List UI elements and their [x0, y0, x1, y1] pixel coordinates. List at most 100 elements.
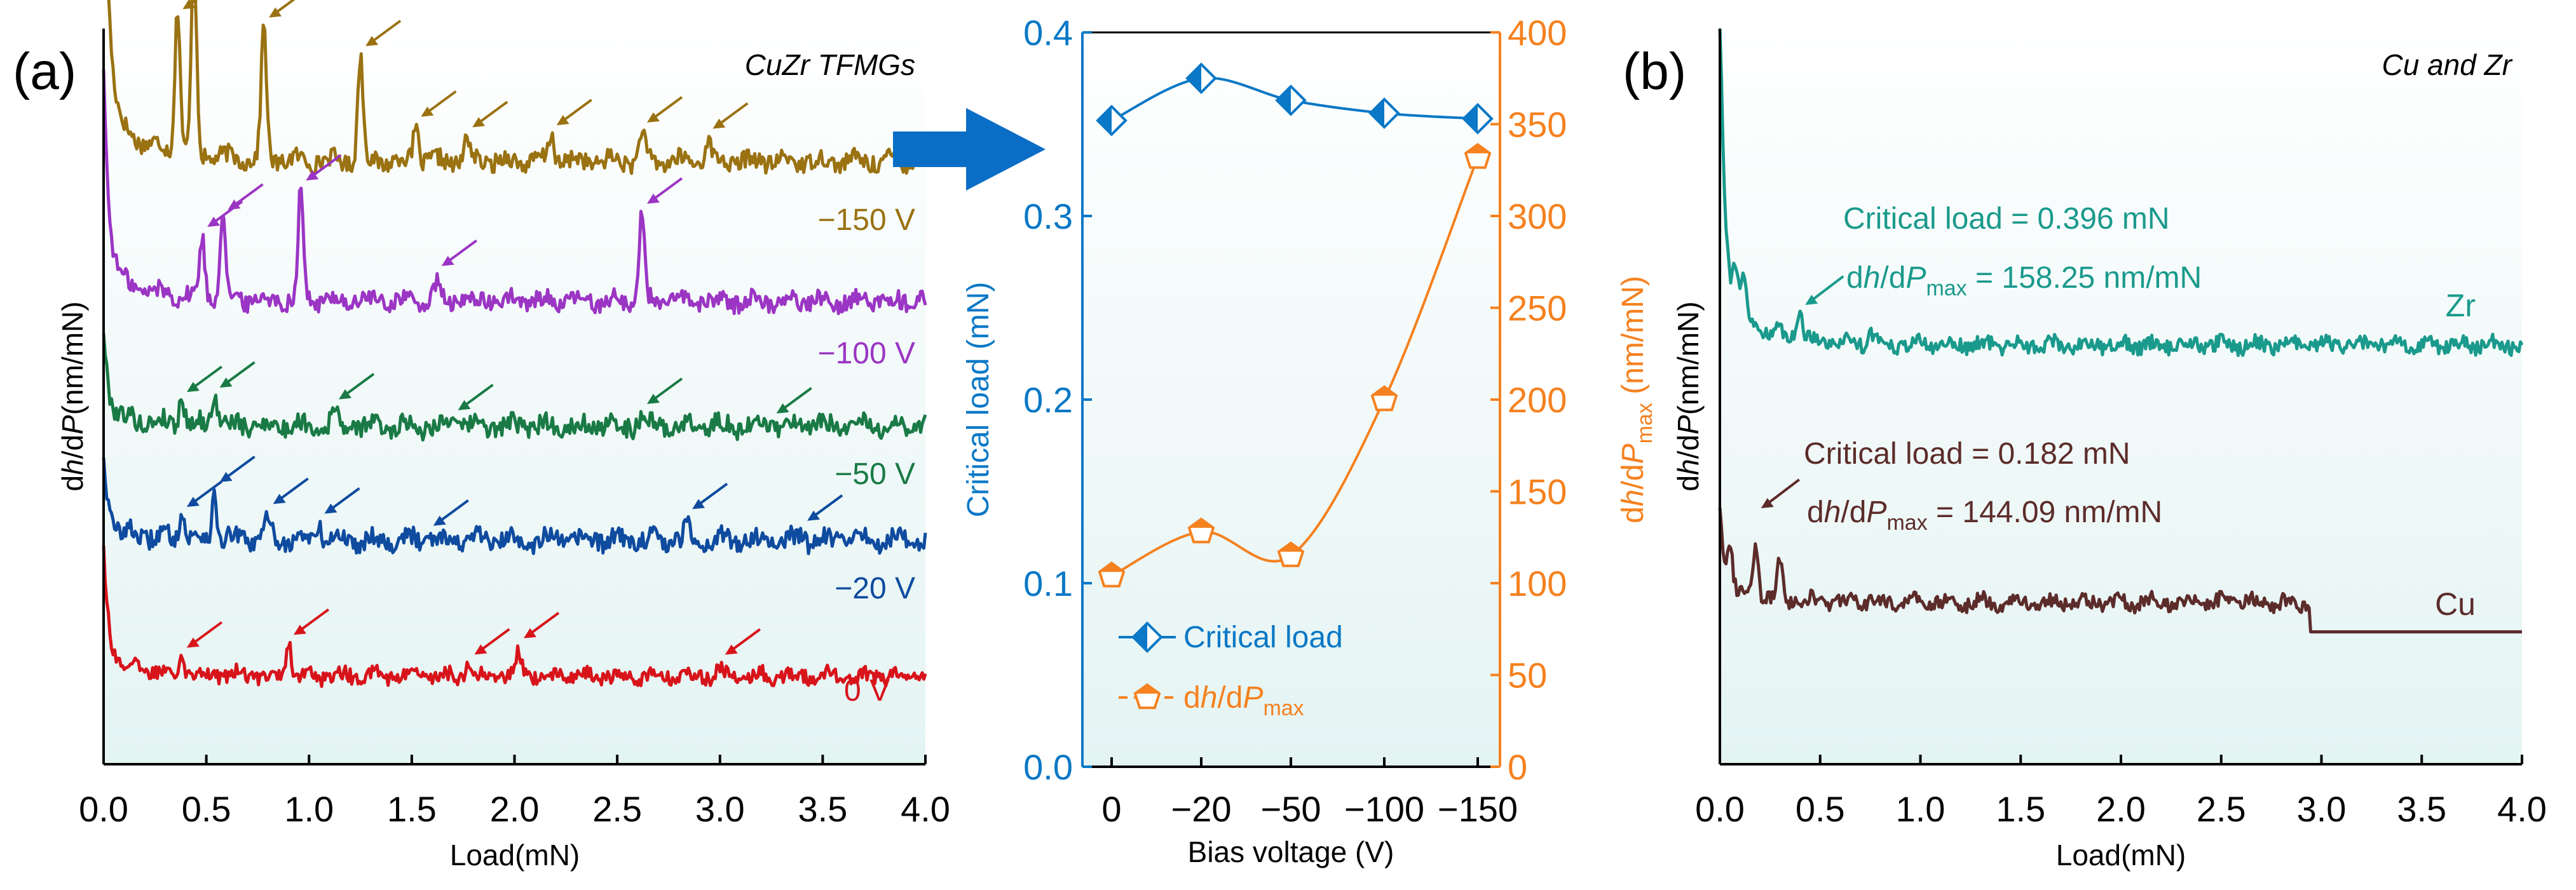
series-line-cu	[1718, 508, 2523, 634]
arrow-marker	[472, 100, 508, 128]
right-tick-label: 0	[1508, 747, 1527, 787]
series-label: −20 V	[835, 572, 915, 605]
arrow-marker	[293, 608, 330, 635]
series-label: −150 V	[818, 203, 915, 237]
arrow-marker	[692, 482, 728, 509]
arrow-marker	[646, 96, 683, 123]
arrow-marker	[556, 98, 592, 126]
panel-b-title: Cu and Zr	[2382, 48, 2512, 81]
dhdp-max-point	[1098, 561, 1126, 588]
marker-fill	[1277, 86, 1291, 114]
panel-a-arrows-group	[182, 0, 843, 655]
dhdp-max-point	[1277, 541, 1305, 567]
arrow-marker	[219, 455, 256, 482]
x-tick-label: −20	[1171, 789, 1232, 829]
arrow-head	[725, 644, 738, 655]
series-line-0Vv	[102, 546, 927, 688]
arrow-head	[472, 117, 486, 128]
legend-dhdp-label: dh/dPmax	[1183, 681, 1304, 720]
marker-fill	[1465, 144, 1490, 154]
arrow-head	[646, 193, 660, 204]
arrow-head	[433, 515, 446, 526]
annotation-dhdp-max-cu: dh/dPmax = 144.09 nm/mN	[1807, 496, 2162, 535]
series-label-cu: Cu	[2435, 586, 2476, 622]
arrow-marker	[807, 494, 843, 521]
arrow-marker	[646, 177, 683, 204]
panel-middle-x-ticks: 0 −20 −50 −100 −150	[1101, 757, 1518, 829]
dhdp-max-point	[1464, 143, 1492, 169]
annotation-arrow-head-zr	[1805, 295, 1818, 305]
arrow-marker	[186, 480, 223, 508]
arrow-head	[807, 510, 821, 521]
panel-a: −150 V −100 V −50 V −20 V 0 V 0.0 0.5 1.0 1.5 2.…	[13, 0, 950, 872]
x-tick-label: 2.5	[592, 789, 642, 829]
x-tick-label: 1.0	[284, 789, 334, 829]
left-tick-label: 0.4	[1023, 13, 1073, 53]
right-tick-label: 50	[1508, 656, 1547, 696]
arrow-head	[269, 7, 282, 18]
arrow-head	[556, 115, 569, 126]
arrow-head	[646, 393, 660, 404]
annotation-dhdp-max-zr: dh/dPmax = 158.25 nm/mN	[1846, 261, 2202, 300]
arrow-marker	[365, 20, 402, 46]
arrow-head	[458, 400, 471, 410]
series-label: −50 V	[835, 457, 915, 491]
legend-critical-label: Critical load	[1183, 621, 1343, 654]
panel-b-x-ticks: 0.0 0.5 1.0 1.5 2.0 2.5 3.0 3.5 4.0	[1695, 755, 2547, 829]
right-tick-label: 250	[1508, 288, 1567, 328]
marker-fill	[1098, 106, 1112, 135]
right-tick-label: 300	[1508, 196, 1567, 236]
panel-middle-left-label: Critical load (mN)	[962, 282, 995, 518]
x-tick-label: −100	[1344, 789, 1424, 829]
x-tick-label: 3.0	[2297, 789, 2347, 829]
arrow-marker	[182, 0, 198, 10]
dhdp-max-point	[1187, 517, 1215, 544]
arrow-head	[523, 628, 536, 638]
arrow-head	[273, 494, 286, 504]
panel-a-series-group	[102, 0, 927, 688]
x-tick-label: 1.0	[1896, 789, 1946, 829]
x-tick-label: 3.0	[695, 789, 745, 829]
arrow-head	[293, 624, 306, 635]
annotation-critical-load-zr: Critical load = 0.396 mN	[1843, 202, 2170, 236]
arrow-marker	[421, 90, 457, 117]
critical-load-point	[1185, 62, 1217, 95]
dhdp-max-point	[1370, 385, 1398, 412]
arrow-marker	[646, 377, 683, 404]
arrow-head	[474, 644, 487, 655]
arrow-marker	[474, 628, 510, 655]
panel-middle-x-label: Bias voltage (V)	[1188, 835, 1394, 868]
x-tick-label: 0.5	[182, 789, 231, 829]
critical-load-point	[1275, 84, 1307, 116]
panel-a-label: (a)	[13, 43, 76, 100]
critical-load-point	[1462, 103, 1494, 135]
panel-b-y-label: dh/dP(nm/mN)	[1672, 301, 1705, 491]
x-tick-label: 2.0	[2096, 789, 2146, 829]
panel-b-series-group: Zr Cu	[1718, 28, 2524, 634]
arrow-marker	[269, 0, 296, 18]
x-tick-label: −50	[1261, 789, 1321, 829]
right-tick-label: 100	[1508, 563, 1567, 603]
panel-b-label: (b)	[1623, 43, 1686, 100]
marker-fill	[1135, 685, 1160, 694]
panel-middle-series-group	[1096, 62, 1494, 588]
arrow-head	[207, 217, 221, 227]
panel-b-background	[1720, 29, 2522, 764]
x-tick-label: 0.0	[79, 789, 128, 829]
arrow-head	[186, 637, 200, 648]
arrow-head	[324, 503, 337, 514]
annotation-arrow-shaft-zr	[1808, 275, 1844, 304]
panel-b-x-label: Load(mN)	[2056, 839, 2186, 872]
marker-fill	[1372, 387, 1397, 396]
right-tick-label: 400	[1508, 13, 1567, 53]
legend-dhdp-shape	[1133, 683, 1161, 710]
arrow-marker	[725, 628, 761, 655]
legend-critical-shape	[1131, 621, 1163, 653]
left-tick-label: 0.2	[1023, 380, 1073, 420]
arrow-marker	[324, 487, 360, 514]
series-label: −100 V	[818, 337, 915, 370]
x-tick-label: 4.0	[901, 789, 950, 829]
panel-a-series-labels: −150 V −100 V −50 V −20 V 0 V	[818, 203, 915, 708]
